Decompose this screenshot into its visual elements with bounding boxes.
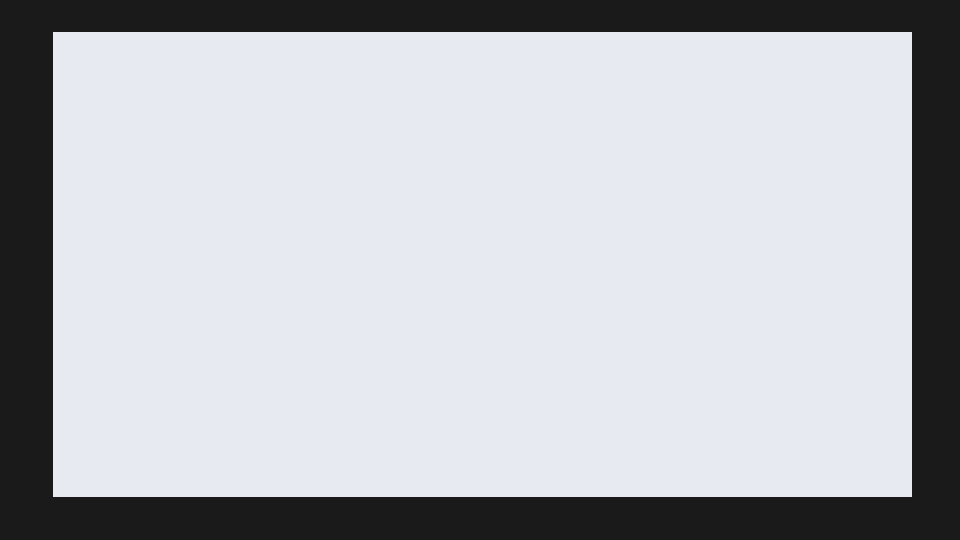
Text: 32%: 32% [530, 172, 564, 187]
Text: 30: 30 [881, 476, 900, 490]
Text: wages: wages [568, 188, 633, 206]
Text: at risk  3,200: at risk 3,200 [360, 308, 493, 326]
Text: 68%: 68% [272, 172, 306, 187]
Text: 11,200: 11,200 [113, 311, 188, 330]
Text: 426,600: 426,600 [714, 137, 803, 156]
Text: P. 82: P. 82 [761, 49, 794, 63]
Text: 50,000: 50,000 [706, 188, 775, 206]
Text: x 32%: x 32% [749, 223, 809, 241]
Text: x 50%: x 50% [749, 279, 809, 296]
Text: If TI below: If TI below [70, 100, 176, 118]
Text: 16,000: 16,000 [749, 246, 818, 264]
Text: lose 68% of the 3,200 = 2,176: lose 68% of the 3,200 = 2,176 [251, 343, 555, 362]
Text: 9,024: 9,024 [558, 382, 615, 400]
Text: 8,000: 8,000 [749, 311, 810, 330]
Text: If TI above: If TI above [714, 100, 822, 118]
Text: Example 3.8  TI in Phasein SSTB- Calc: Example 3.8 TI in Phasein SSTB- Calc [96, 51, 491, 71]
Text: 326,600: 326,600 [70, 137, 158, 156]
Text: 56,000: 56,000 [113, 246, 182, 264]
Text: 11,200 – 2,176  =: 11,200 – 2,176 = [251, 382, 426, 400]
Text: TI  394,600: TI 394,600 [422, 137, 544, 156]
Text: x 20%: x 20% [113, 279, 174, 296]
Text: x 32%: x 32% [113, 223, 174, 241]
Text: QBI  175,000: QBI 175,000 [70, 188, 200, 206]
